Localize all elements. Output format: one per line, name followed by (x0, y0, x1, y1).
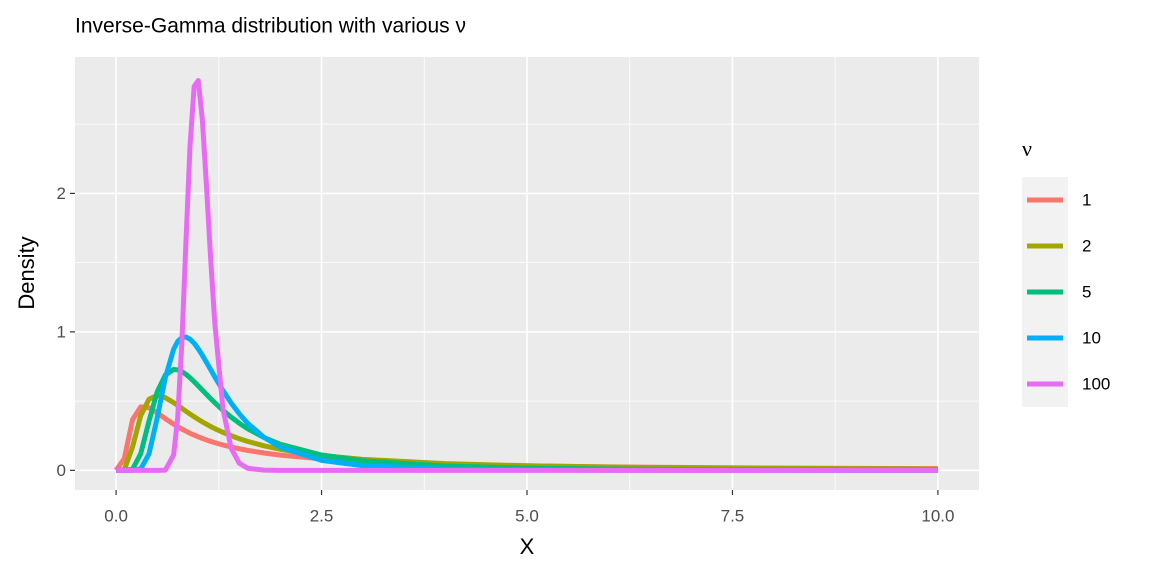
legend-label: 1 (1082, 190, 1091, 209)
y-tick-label: 1 (57, 322, 66, 341)
line (116, 78, 938, 473)
chart-title: Inverse-Gamma distribution with various … (75, 15, 466, 38)
y-tick-label: 2 (57, 184, 66, 203)
x-tick-label: 2.5 (310, 506, 334, 525)
legend-label: 2 (1082, 236, 1091, 255)
legend-label: 100 (1082, 374, 1110, 393)
y-axis-label: Density (14, 236, 39, 309)
x-tick-label: 5.0 (515, 506, 539, 525)
x-axis-label: X (520, 534, 535, 559)
y-tick-label: 0 (57, 461, 66, 480)
legend-label: 5 (1082, 282, 1091, 301)
x-tick-label: 10.0 (921, 506, 954, 525)
legend-label: 10 (1082, 328, 1101, 347)
legend-title: ν (1022, 136, 1032, 161)
x-tick-label: 7.5 (721, 506, 745, 525)
x-tick-label: 0.0 (104, 506, 128, 525)
